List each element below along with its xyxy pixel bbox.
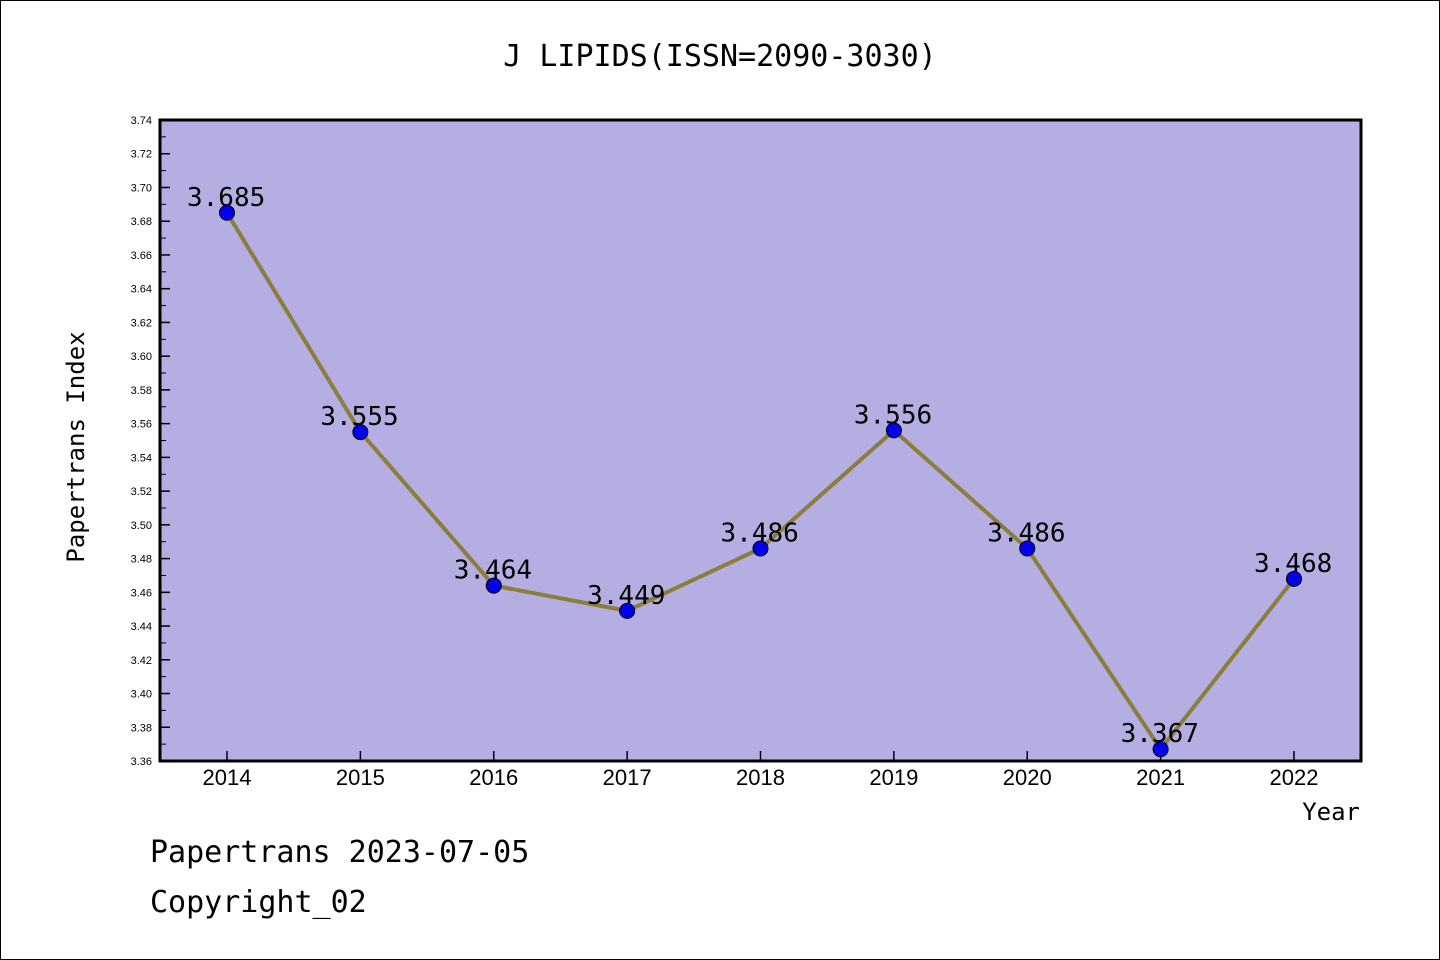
data-point [1286, 570, 1302, 587]
footer-date: Papertrans 2023-07-05 [150, 835, 530, 870]
chart-title: J LIPIDS(ISSN=2090-3030) [503, 39, 936, 74]
x-tick-label: 2022 [1270, 765, 1319, 790]
y-tick-label: 3.54 [131, 452, 152, 464]
data-point [752, 540, 769, 557]
y-tick-label: 3.62 [131, 317, 152, 329]
data-point [1019, 540, 1036, 557]
data-point [352, 424, 369, 441]
data-point [219, 204, 235, 221]
data-label: 3.449 [587, 581, 665, 611]
y-tick-label: 3.56 [131, 419, 152, 431]
y-tick-label: 3.66 [131, 250, 152, 262]
x-tick-label: 2021 [1136, 765, 1185, 790]
x-tick-label: 2016 [469, 765, 518, 790]
y-tick-label: 3.64 [131, 284, 152, 296]
x-tick-label: 2017 [603, 765, 652, 790]
data-label: 3.468 [1254, 549, 1332, 579]
y-tick-label: 3.46 [131, 587, 152, 599]
data-point [485, 577, 502, 594]
data-label: 3.556 [854, 400, 932, 430]
y-tick-label: 3.58 [131, 385, 152, 397]
y-tick-label: 3.72 [131, 149, 152, 161]
data-label: 3.367 [1121, 719, 1199, 749]
y-tick-label: 3.50 [131, 520, 152, 532]
data-markers [219, 204, 1302, 758]
y-tick-label: 3.48 [131, 554, 152, 566]
y-tick-label: 3.60 [131, 351, 152, 363]
data-label: 3.486 [987, 518, 1065, 548]
plot-area [158, 118, 1363, 763]
data-labels: 3.685 3.555 3.464 3.449 3.486 3.556 3.486 3.367… [187, 183, 1332, 749]
data-label: 3.486 [721, 518, 799, 548]
x-tick-label: 2014 [203, 765, 252, 790]
x-axis-label: Year [1302, 798, 1360, 826]
footer-copyright: Copyright_02 [150, 885, 367, 920]
data-label: 3.685 [187, 183, 265, 213]
y-tick-label: 3.42 [131, 655, 152, 667]
y-tick-label: 3.68 [131, 216, 152, 228]
y-axis: 3.36 3.38 3.40 3.42 3.44 3.46 3.48 3.50 3.52 3.54… [131, 115, 170, 768]
x-axis: 2014 2015 2016 2017 2018 2019 2020 2021 2022 [203, 751, 1319, 790]
y-tick-label: 3.70 [131, 182, 152, 194]
y-tick-label: 3.52 [131, 486, 152, 498]
x-tick-label: 2018 [736, 765, 785, 790]
x-tick-label: 2015 [336, 765, 385, 790]
data-label: 3.555 [320, 402, 398, 432]
y-tick-label: 3.74 [131, 115, 152, 127]
y-tick-label: 3.36 [131, 756, 152, 768]
data-point [1152, 741, 1169, 758]
data-point [885, 422, 902, 439]
x-tick-label: 2020 [1003, 765, 1052, 790]
data-label: 3.464 [454, 556, 532, 586]
x-tick-label: 2019 [869, 765, 918, 790]
y-tick-label: 3.44 [131, 621, 152, 633]
y-tick-label: 3.38 [131, 722, 152, 734]
y-axis-label: Papertrans Index [62, 331, 90, 562]
data-point [619, 602, 636, 619]
y-tick-label: 3.40 [131, 689, 152, 701]
